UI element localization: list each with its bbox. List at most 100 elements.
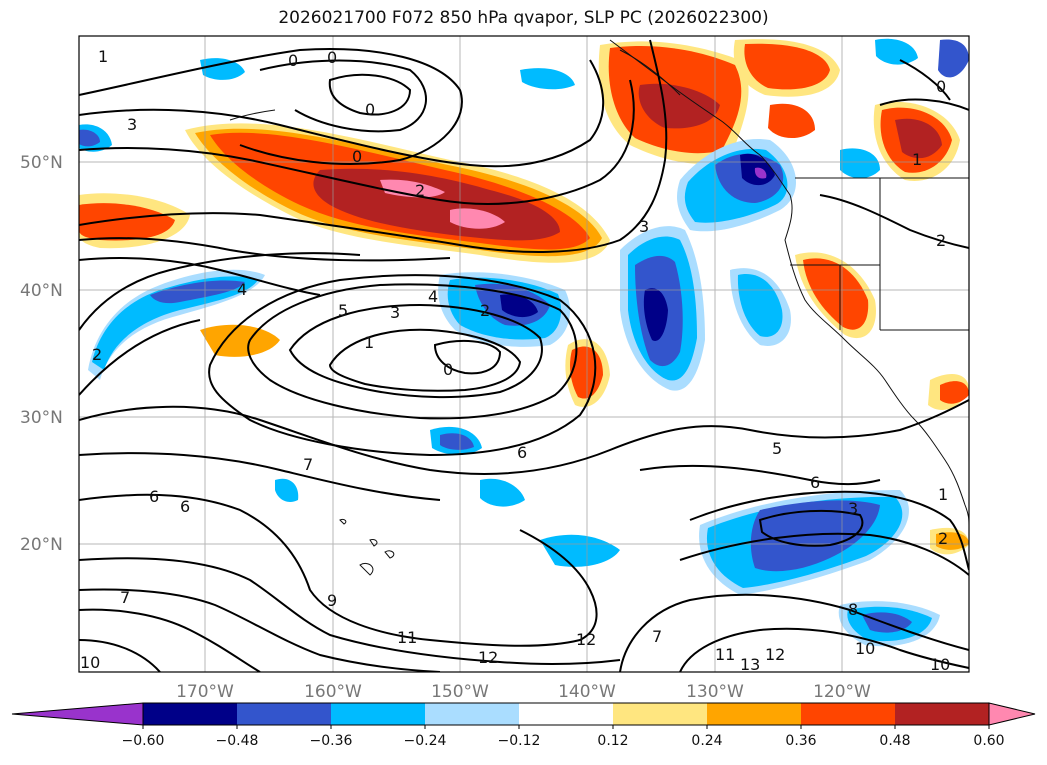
- contour-label: 7: [652, 627, 662, 646]
- shade-pos-max: [638, 83, 720, 129]
- slp-contour: [79, 608, 261, 672]
- lat-label-40n: 40°N: [20, 281, 63, 301]
- contour-label: 10: [930, 655, 950, 674]
- slp-contour: [79, 252, 361, 331]
- shade-neg-mid: [275, 478, 299, 502]
- slp-contour: [879, 98, 969, 111]
- shade-neg-strong: [150, 280, 245, 304]
- shade-neg-mid: [540, 534, 620, 567]
- slp-contour: [819, 194, 969, 249]
- contour-label: 0: [365, 100, 375, 119]
- lon-label-140w: 140°W: [558, 682, 616, 702]
- slp-contour: [689, 490, 969, 571]
- slp-contour: [79, 452, 441, 501]
- slp-contour: [79, 257, 321, 296]
- coastlines: [229, 39, 969, 576]
- shade-neg-strong: [750, 500, 880, 572]
- contour-label: 0: [327, 48, 337, 67]
- contour-label: 6: [810, 473, 820, 492]
- slp-contour: [259, 59, 427, 133]
- slp-contour: [79, 39, 668, 253]
- shade-pos-strong: [744, 43, 830, 90]
- contour-label: 6: [517, 443, 527, 462]
- colorbar-segment: [237, 703, 331, 725]
- shade-neg-mid: [480, 478, 525, 507]
- contour-label: 1: [938, 485, 948, 504]
- contour-label: 5: [772, 439, 782, 458]
- slp-contour: [79, 319, 201, 396]
- colorbar-segment: [707, 703, 801, 725]
- contour-label: 3: [639, 217, 649, 236]
- shade-neg-mid: [840, 148, 880, 179]
- contour-label: 3: [848, 499, 858, 518]
- contour-label: 7: [303, 455, 313, 474]
- lat-label-20n: 20°N: [20, 535, 63, 555]
- hawaii-islands: [339, 519, 395, 576]
- state-borders: [790, 177, 969, 331]
- map-frame: [78, 35, 970, 673]
- colorbar-tick-label: −0.36: [310, 733, 353, 749]
- contour-label: 13: [740, 655, 760, 674]
- slp-contour: [208, 274, 597, 457]
- slp-contour: [288, 303, 543, 399]
- colorbar-tick-label: −0.24: [404, 733, 447, 749]
- contour-label: 2: [92, 345, 102, 364]
- colorbar-frame: [142, 702, 990, 726]
- slp-contour: [79, 493, 598, 647]
- colorbar-segment: [331, 703, 425, 725]
- shade-neg-mid: [520, 68, 575, 90]
- shade-pos-strong: [940, 381, 969, 404]
- contour-label: 1: [98, 47, 108, 66]
- lon-label-170w: 170°W: [176, 682, 234, 702]
- colorbar-tick-label: 0.48: [879, 733, 910, 749]
- shade-neg-mid: [92, 276, 258, 370]
- slp-contour: [619, 593, 969, 672]
- lat-label-30n: 30°N: [20, 408, 63, 428]
- contour-label: 10: [855, 639, 875, 658]
- shade-pos-strong: [768, 103, 815, 139]
- contour-label: 0: [352, 147, 362, 166]
- shade-neg-mid: [200, 58, 245, 80]
- colorbar-tick-label: 0.24: [691, 733, 722, 749]
- colorbar-tick-label: 0.36: [785, 733, 816, 749]
- longitude-labels: 170°W 160°W 150°W 140°W 130°W 120°W: [176, 682, 871, 702]
- slp-contour: [79, 59, 605, 168]
- lon-label-120w: 120°W: [813, 682, 871, 702]
- colorbar: −0.60 −0.48 −0.36 −0.24 −0.12 0.12 0.24 0.36 0.4…: [11, 702, 1036, 749]
- contour-label: 11: [715, 645, 735, 664]
- colorbar-tick-label: 0.12: [597, 733, 628, 749]
- shade-neg-strong: [440, 433, 474, 450]
- slp-contour: [758, 509, 864, 547]
- colorbar-segment: [143, 703, 237, 725]
- slp-contour: [433, 340, 502, 375]
- contour-label: 0: [288, 51, 298, 70]
- colorbar-tick-label: −0.12: [498, 733, 541, 749]
- slp-contour: [247, 283, 578, 420]
- slp-contour: [79, 588, 441, 672]
- contour-labels: 1 0 0 0 3 0 2 4 5 3 4 2 1 0 3 6 5 6 3 1 …: [80, 47, 950, 674]
- contour-label: 4: [237, 280, 247, 299]
- colorbar-segment: [425, 703, 519, 725]
- slp-contour: [79, 48, 463, 165]
- colorbar-arrow-low: [11, 702, 144, 726]
- coastline-north-america: [609, 39, 969, 526]
- contour-label: 1: [364, 333, 374, 352]
- slp-contour: [679, 627, 969, 672]
- slp-contour: [79, 79, 635, 205]
- colorbar-arrow-high: [988, 702, 1036, 726]
- shade-neg-extreme: [754, 167, 767, 179]
- colorbar-segment: [895, 703, 989, 725]
- contour-label: 12: [765, 645, 785, 664]
- slp-contour: [328, 328, 522, 392]
- contour-label: 7: [120, 588, 130, 607]
- shade-neg-strong: [938, 39, 969, 78]
- contour-label: 6: [180, 497, 190, 516]
- contour-label: 2: [415, 181, 425, 200]
- contour-label: 11: [397, 628, 417, 647]
- contour-label: 12: [478, 648, 498, 667]
- contour-label: 6: [149, 487, 159, 506]
- colorbar-segment: [613, 703, 707, 725]
- lon-label-150w: 150°W: [431, 682, 489, 702]
- contour-label: 0: [936, 77, 946, 96]
